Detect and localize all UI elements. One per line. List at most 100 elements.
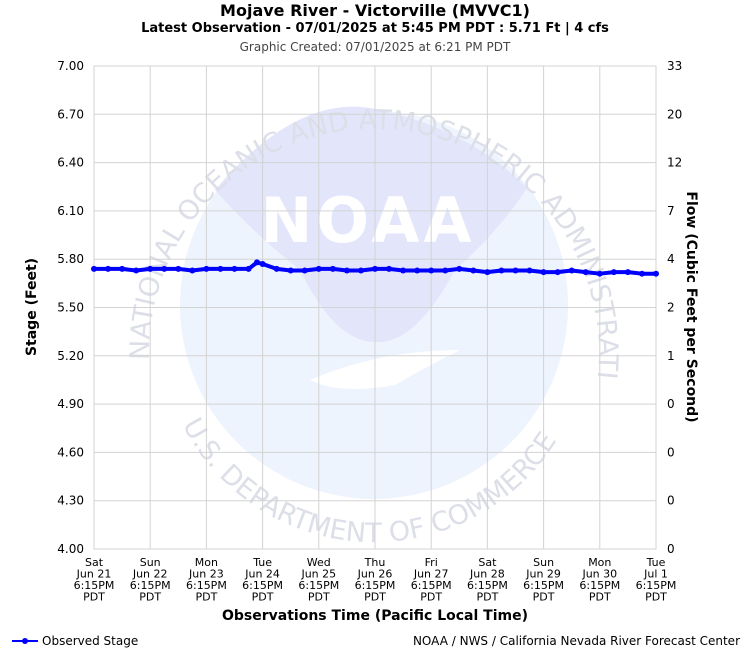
data-point [582, 269, 589, 276]
x-tick-label: PDT [252, 591, 274, 604]
data-point [414, 267, 421, 274]
x-tick-label: 6:15PM [411, 579, 452, 592]
data-point [217, 265, 224, 272]
x-tick-label: 6:15PM [74, 579, 115, 592]
x-tick-label: Jun 27 [413, 568, 449, 581]
x-axis-label: Observations Time (Pacific Local Time) [222, 608, 528, 624]
data-point [484, 269, 491, 276]
data-point [554, 269, 561, 276]
x-tick-label: PDT [645, 591, 667, 604]
x-tick-label: PDT [139, 591, 161, 604]
y2-tick-label: 2 [667, 301, 675, 315]
plot-frame [93, 65, 657, 550]
y-tick-label: 6.10 [57, 204, 84, 218]
y2-tick-label: 0 [667, 445, 675, 459]
y2-tick-label: 4 [667, 252, 675, 266]
data-point [357, 267, 364, 274]
data-point [287, 267, 294, 274]
legend-line-marker [12, 635, 38, 647]
x-tick-label: 6:15PM [523, 579, 564, 592]
y-tick-label: 4.30 [57, 494, 84, 508]
x-tick-label: PDT [589, 591, 611, 604]
data-point [400, 267, 407, 274]
legend-label: Observed Stage [42, 634, 139, 648]
y-tick-label: 6.40 [57, 156, 84, 170]
data-point [540, 269, 547, 276]
legend: Observed Stage [12, 634, 138, 648]
data-point [610, 269, 617, 276]
x-tick-label: PDT [83, 591, 105, 604]
data-point [231, 265, 238, 272]
data-point [133, 267, 140, 274]
y2-tick-label: 0 [667, 542, 675, 556]
watermark-logo-text: NOAA [261, 184, 476, 257]
y-tick-label: 5.80 [57, 252, 84, 266]
y-axis-label: Stage (Feet) [24, 258, 40, 356]
x-tick-label: Jul 1 [643, 568, 668, 581]
x-tick-label: Jun 29 [525, 568, 561, 581]
data-point [653, 270, 659, 277]
y2-tick-label: 7 [667, 204, 675, 218]
x-tick-label: Tue [252, 556, 272, 569]
x-tick-label: 6:15PM [579, 579, 620, 592]
x-tick-label: Jun 21 [76, 568, 112, 581]
data-point [245, 265, 252, 272]
credit-line: NOAA / NWS / California Nevada River For… [412, 634, 740, 648]
watermark-wave-icon [310, 350, 460, 389]
data-point [203, 265, 210, 272]
chart-axes: 4.00 4.30 4.60 4.90 5.20 5.50 5.80 6.10 6.40 6.70… [24, 59, 699, 624]
data-point [526, 267, 533, 274]
x-tick-label: PDT [476, 591, 498, 604]
x-tick-label: Tue [646, 556, 666, 569]
x-tick-label: Mon [588, 556, 611, 569]
y2-tick-label: 1 [667, 349, 675, 363]
x-tick-label: Mon [195, 556, 218, 569]
y-tick-label: 7.00 [57, 59, 84, 73]
grid-lines [93, 65, 657, 550]
y2-tick-label: 12 [667, 156, 682, 170]
x-tick-label: Fri [425, 556, 438, 569]
data-point [273, 265, 280, 272]
data-point [301, 267, 308, 274]
data-point [470, 267, 477, 274]
x-tick-label: 6:15PM [355, 579, 396, 592]
x-tick-label: 6:15PM [242, 579, 283, 592]
x-tick-label: 6:15PM [186, 579, 227, 592]
data-point [329, 265, 336, 272]
watermark-gull-icon [215, 106, 527, 343]
y-tick-label: 4.00 [57, 542, 84, 556]
x-tick-label: 6:15PM [467, 579, 508, 592]
x-tick-label: PDT [308, 591, 330, 604]
y2-tick-label: 20 [667, 107, 682, 121]
data-point [372, 265, 378, 272]
data-point [315, 265, 322, 272]
y2-axis-label: Flow (Cubic Feet per Second) [683, 191, 699, 422]
chart-title: Mojave River - Victorville (MVVC1) [220, 1, 530, 20]
x-tick-label: Sun [140, 556, 161, 569]
data-point [456, 265, 463, 272]
y-tick-label: 4.90 [57, 397, 84, 411]
data-point [624, 269, 631, 276]
data-point [568, 267, 575, 274]
data-point [105, 265, 112, 272]
x-tick-label: Jun 28 [469, 568, 505, 581]
x-tick-label: PDT [364, 591, 386, 604]
x-tick-label: Sat [85, 556, 104, 569]
y-tick-label: 5.50 [57, 301, 84, 315]
data-point [189, 267, 196, 274]
y-tick-label: 6.70 [57, 107, 84, 121]
x-tick-label: Sat [478, 556, 497, 569]
x-tick-label: Sun [533, 556, 554, 569]
data-point [175, 265, 182, 272]
x-tick-label: Wed [307, 556, 331, 569]
x-tick-label: Jun 26 [357, 568, 393, 581]
data-point [343, 267, 350, 274]
x-tick-label: PDT [533, 591, 555, 604]
x-tick-label: Thu [364, 556, 386, 569]
x-tick-label: 6:15PM [130, 579, 171, 592]
x-tick-label: PDT [420, 591, 442, 604]
x-tick-label: Jun 23 [188, 568, 224, 581]
data-point [91, 265, 97, 272]
